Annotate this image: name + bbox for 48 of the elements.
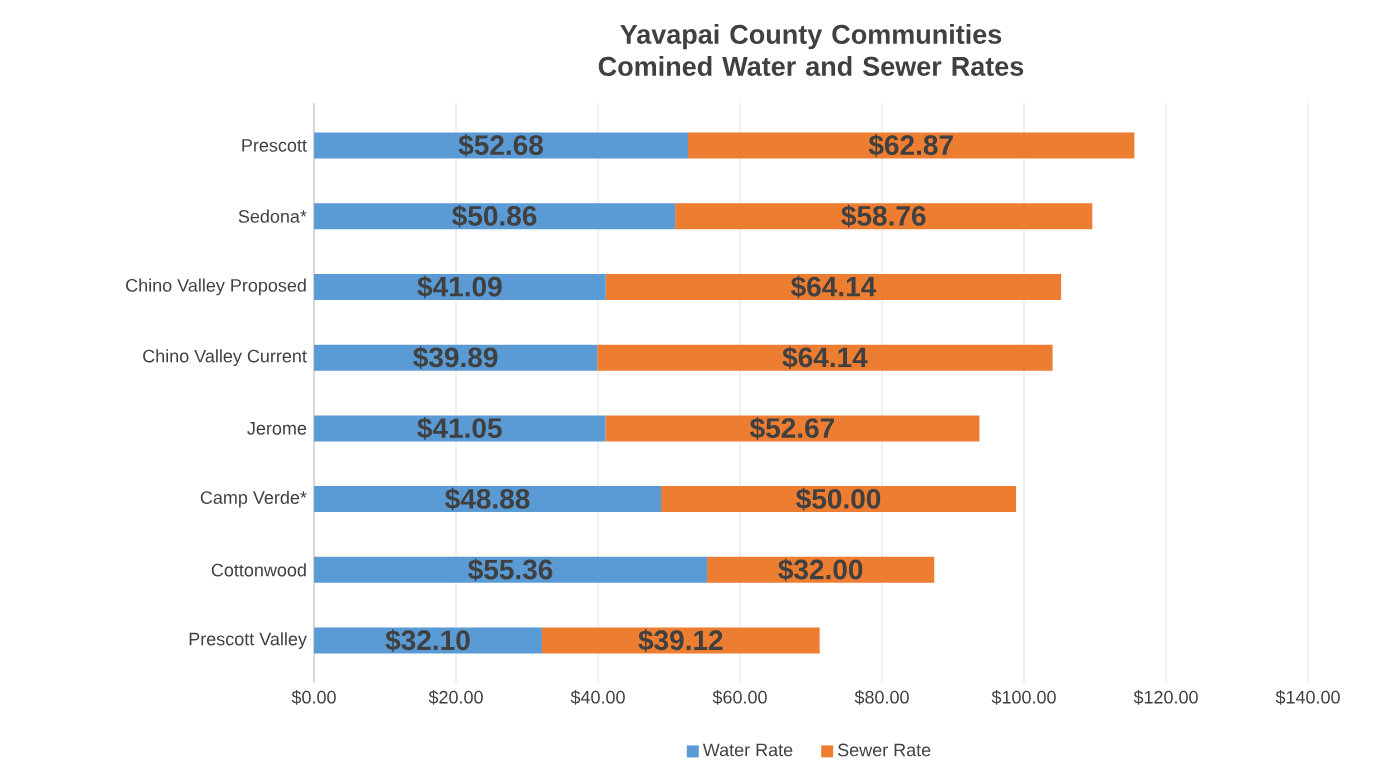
data-label: $50.86 (452, 204, 537, 228)
bar (605, 273, 1062, 300)
data-label: $52.67 (750, 416, 835, 440)
y-tick-label: Prescott Valley (189, 632, 307, 649)
data-label: $48.88 (445, 487, 530, 511)
data-label: $41.05 (417, 416, 502, 440)
x-tick-label: $60.00 (712, 690, 767, 705)
data-label: $64.14 (791, 275, 877, 299)
legend-label: Water Rate (702, 743, 793, 757)
bar (597, 344, 1053, 371)
legend-label: Sewer Rate (837, 743, 931, 757)
y-tick-label: Jerome (247, 422, 307, 435)
y-tick-label: Sedona* (238, 209, 307, 223)
data-label: $58.76 (841, 204, 926, 228)
x-tick-label: $40.00 (570, 690, 625, 705)
bar (688, 132, 1135, 159)
bar (314, 556, 708, 583)
bar (675, 203, 1093, 230)
data-label: $32.00 (778, 558, 863, 582)
bar (314, 486, 662, 513)
bar (314, 132, 689, 159)
data-label: $64.14 (782, 346, 868, 370)
data-label: $39.89 (413, 346, 498, 370)
bar (541, 627, 820, 654)
data-label: $41.09 (417, 275, 502, 299)
data-label: $32.10 (385, 629, 470, 652)
data-label: $39.12 (638, 629, 723, 652)
x-tick-label: $0.00 (291, 690, 336, 705)
y-tick-label: Camp Verde* (200, 490, 307, 508)
data-label: $55.36 (468, 558, 553, 582)
y-tick-label: Chino Valley Current (143, 349, 307, 367)
x-tick-label: $140.00 (1275, 690, 1340, 705)
bar (314, 203, 676, 230)
x-tick-label: $100.00 (991, 690, 1056, 705)
bar (661, 486, 1017, 513)
y-tick-label: Prescott (242, 139, 307, 152)
chart-title: Yavapai County Communities Comined Water and Sewer Rates (598, 24, 1024, 76)
x-tick-label: $120.00 (1133, 690, 1198, 705)
x-tick-label: $80.00 (854, 690, 909, 705)
bar (314, 273, 606, 300)
data-label: $52.68 (458, 134, 543, 157)
y-tick-label: Cottonwood (211, 563, 306, 577)
x-tick-label: $20.00 (428, 690, 483, 705)
y-tick-label: Chino Valley Proposed (126, 278, 306, 296)
data-label: $62.87 (868, 134, 953, 157)
data-label: $50.00 (796, 487, 881, 511)
bar (314, 415, 606, 442)
bar (605, 415, 980, 442)
